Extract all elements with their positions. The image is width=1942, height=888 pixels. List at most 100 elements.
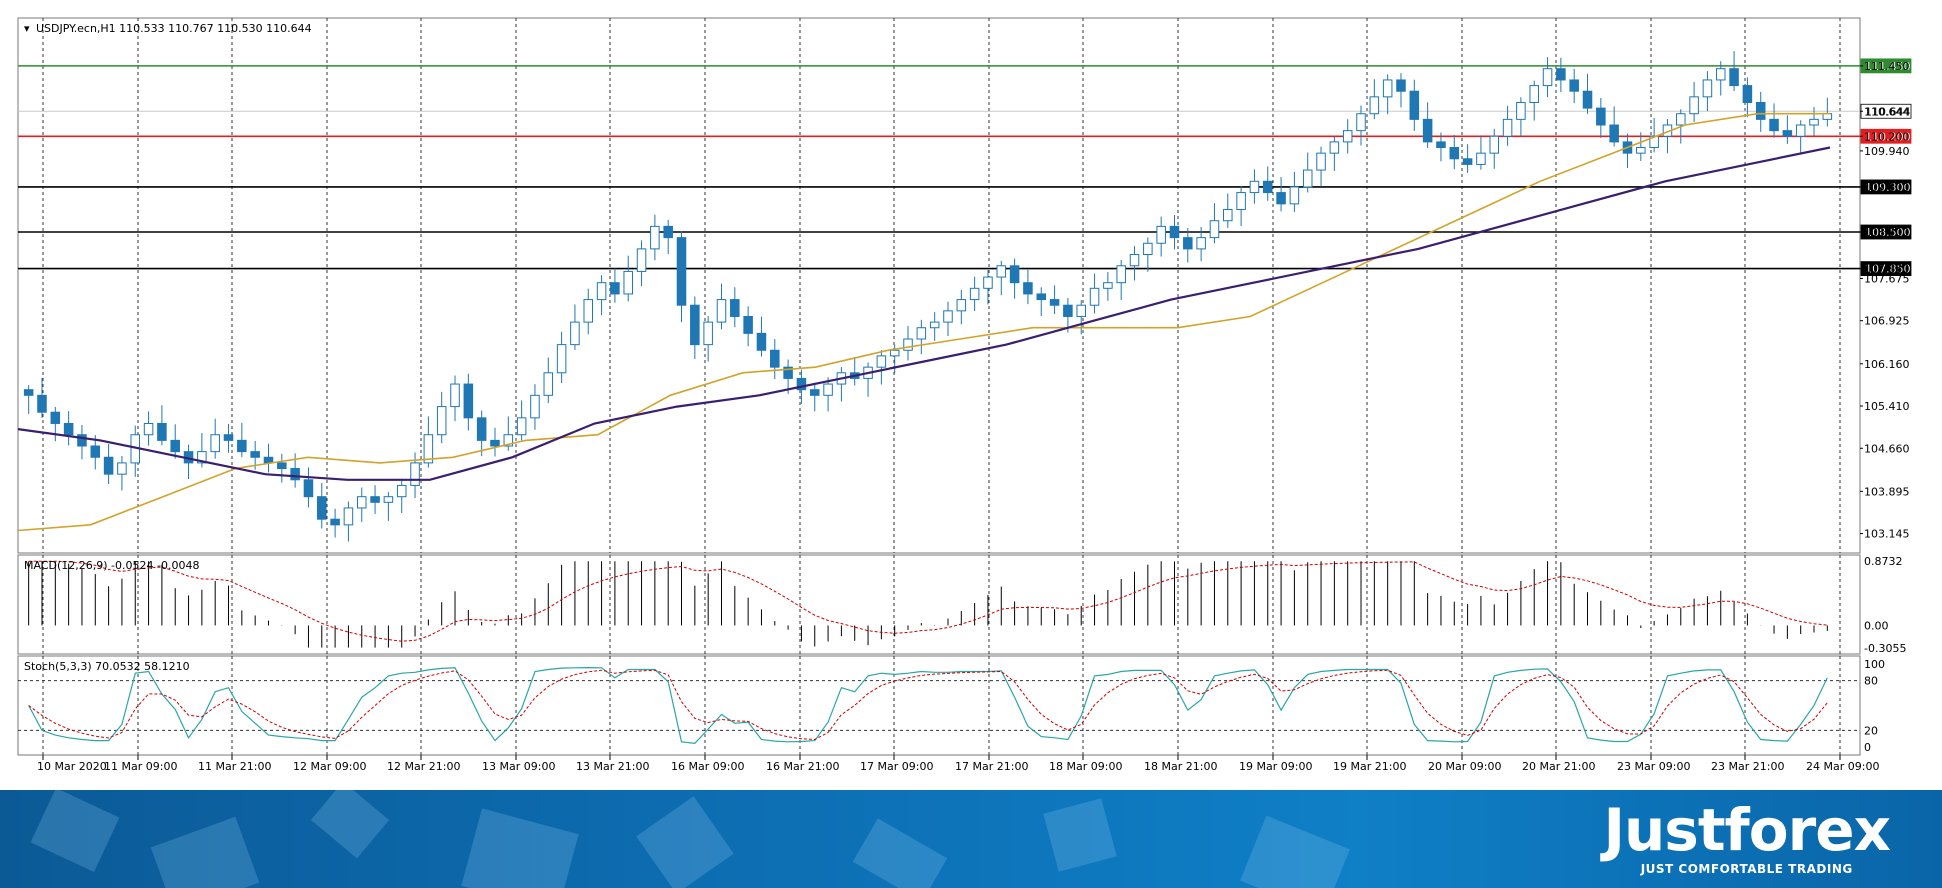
horizontal-levels: 111.450 110.644 110.200 109.300 108.500 107.8… (18, 58, 1912, 277)
candle-body (90, 445, 101, 458)
x-tick-label: 11 Mar 21:00 (198, 760, 271, 773)
stochastic-lines (18, 666, 1860, 745)
stoch-signal-line (28, 669, 1828, 741)
y-axis: 111.450 110.644 110.200 109.940 109.300 108.5… (1860, 60, 1910, 754)
candle-body (876, 355, 887, 368)
candle-body (1289, 186, 1300, 205)
candle-body (1023, 282, 1033, 295)
candle-body (1422, 118, 1433, 143)
candle-body (1516, 101, 1526, 120)
candle-body (1209, 220, 1220, 239)
ma-slow-line (17, 146, 1831, 481)
level-price-label: 109.300 (1865, 181, 1911, 194)
candle-body (1103, 282, 1113, 289)
candle-body (1183, 237, 1193, 250)
x-tick-label: 24 Mar 09:00 (1806, 760, 1879, 773)
candle-body (756, 332, 767, 351)
brand-logo: Justforex JUST COMFORTABLE TRADING (1603, 796, 1891, 876)
candle-body (783, 366, 793, 379)
candle-body (423, 434, 434, 464)
candle-body (1569, 79, 1579, 92)
candle-body (1116, 265, 1126, 284)
candle-body (117, 462, 127, 475)
candle-body (223, 434, 234, 441)
candle-body (1489, 135, 1500, 154)
candle-body (556, 344, 567, 374)
candle-body (516, 417, 527, 436)
candle-body (1316, 152, 1326, 171)
y-tick-label: 109.940 (1864, 145, 1910, 158)
y-tick-label: 108.500 (1864, 226, 1910, 239)
candle-body (436, 406, 447, 436)
candle-body (1636, 147, 1646, 154)
level-price-label: 108.500 (1865, 226, 1911, 239)
candle-body (383, 496, 394, 503)
candle-body (716, 299, 727, 323)
candle-body (1742, 85, 1753, 103)
candle-body (1156, 225, 1166, 244)
candle-body (1609, 124, 1619, 143)
x-tick-label: 17 Mar 09:00 (860, 760, 933, 773)
y-tick-label: 109.300 (1864, 181, 1910, 194)
candle-body (663, 225, 673, 239)
main-pane (17, 17, 1861, 554)
candle-body (1476, 152, 1486, 165)
candle-body (1822, 113, 1833, 120)
candle-body (37, 394, 47, 413)
candle-body (969, 287, 980, 301)
x-tick-label: 10 Mar 2020 (37, 760, 107, 773)
candle-body (1755, 101, 1766, 120)
candle-body (1249, 180, 1260, 194)
x-tick-label: 17 Mar 21:00 (955, 760, 1028, 773)
stoch-tick-label: 20 (1864, 724, 1878, 737)
candle-body (463, 383, 474, 419)
candle-body (317, 496, 327, 520)
symbol-header: USDJPY.ecn,H1 110.533 110.767 110.530 11… (36, 22, 312, 35)
candle-body (263, 456, 274, 464)
candle-body (1063, 304, 1073, 317)
candle-body (450, 383, 460, 408)
candle-body (543, 372, 554, 396)
candle-body (1262, 180, 1273, 194)
stoch-label: Stoch(5,3,3) 70.0532 58.1210 (24, 660, 190, 673)
candle-body (530, 394, 540, 419)
candle-body (237, 439, 247, 453)
level-price-label: 107.850 (1865, 263, 1911, 276)
stoch-tick-label: 0 (1864, 741, 1871, 754)
candle-body (77, 434, 87, 447)
candle-body (916, 327, 927, 340)
macd-tick-label: 0.8732 (1864, 555, 1903, 568)
dropdown-icon[interactable]: ▾ (24, 22, 30, 35)
moving-averages (17, 112, 1831, 532)
candle-body (210, 434, 220, 453)
banner-shape (852, 818, 948, 888)
x-tick-label: 12 Mar 21:00 (387, 760, 460, 773)
macd-pane (17, 554, 1861, 655)
candle-body (396, 484, 407, 498)
stoch-tick-label: 80 (1864, 675, 1878, 688)
banner-shape (636, 796, 734, 888)
candle-body (796, 377, 807, 391)
x-tick-label: 13 Mar 09:00 (482, 760, 555, 773)
candle-body (676, 237, 687, 306)
y-tick-label: 107.850 (1864, 263, 1910, 276)
banner-shape (1043, 798, 1117, 872)
candle-body (1542, 68, 1553, 87)
y-tick-label: 106.925 (1864, 315, 1910, 328)
level-price-label: 110.200 (1865, 130, 1911, 143)
candle-body (1436, 141, 1446, 149)
candle-body (943, 310, 953, 323)
y-tick-label: 103.895 (1864, 485, 1910, 498)
candle-body (476, 417, 487, 441)
candle-body (1596, 107, 1606, 126)
candle-body (1409, 90, 1420, 120)
logo-text: Justforex (1603, 796, 1891, 864)
candle-body (956, 299, 967, 312)
candle-body (889, 349, 900, 357)
x-tick-label: 12 Mar 09:00 (293, 760, 366, 773)
candle-body (596, 282, 607, 301)
macd-tick-label: -0.3055 (1864, 642, 1906, 655)
candle-body (703, 321, 713, 346)
candle-body (623, 270, 633, 295)
x-tick-label: 23 Mar 21:00 (1711, 760, 1784, 773)
